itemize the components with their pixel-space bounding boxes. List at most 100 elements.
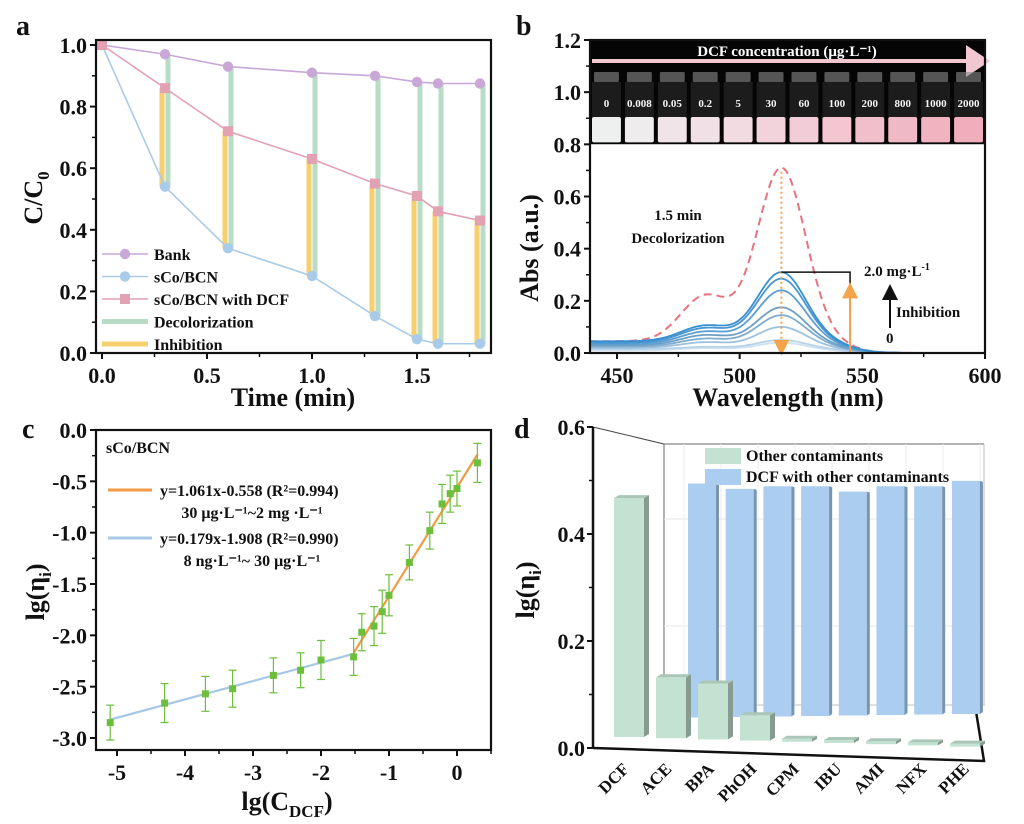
fit-range: 8 ng·L⁻¹~ 30 μg·L⁻¹: [184, 553, 321, 570]
spectrum-curve: [590, 325, 985, 353]
y-tick-label-b: 1.2: [554, 28, 582, 53]
category-label: DCF: [595, 759, 633, 797]
vial-liquid: [657, 117, 687, 143]
vial-liquid: [888, 117, 918, 143]
y-tick-label-b: 0.4: [554, 237, 582, 262]
x-tick-label-b: 550: [846, 363, 879, 388]
panel-b: b DCF concentration (μg·L⁻¹)0 0.008 0.05 0.…: [515, 11, 1002, 412]
data-point-c: [201, 675, 210, 712]
data-point-c: [453, 470, 461, 507]
legend-marker-a: [120, 294, 130, 304]
data-marker: [446, 490, 454, 498]
bar-other-bpa: [698, 680, 733, 740]
data-marker: [201, 690, 209, 698]
legend-c: sCo/BCN y=1.061x-0.558 (R²=0.994) 30 μg·L⁻…: [106, 440, 339, 570]
bar-front-face: [698, 683, 728, 740]
y-tick-label-c: -1.5: [52, 572, 87, 597]
bar-top-face: [740, 712, 775, 716]
vial-glass: [723, 82, 753, 117]
data-point-c: [385, 574, 393, 617]
bar-side-face: [938, 739, 943, 746]
panel-c: c -5 -4 -3 -2 -1 0 0.0 -0.5 -1.0 -1.5 -2.0 -2.5 -3.0…: [21, 414, 493, 821]
y-tick-label-c: -0.5: [52, 469, 87, 494]
vial-cap: [890, 72, 916, 82]
bar-front-face: [782, 738, 812, 742]
vial-liquid: [723, 117, 753, 143]
vial: 800: [888, 72, 918, 143]
y-tick-label-b: 0.2: [554, 289, 582, 314]
panel-letter-b: b: [516, 11, 532, 42]
bar-side: [942, 486, 946, 715]
vial-glass: [921, 82, 951, 117]
data-marker: [317, 656, 325, 664]
bar-side-face: [770, 712, 775, 741]
series-line-bank: [101, 44, 480, 85]
data-point-sco-bcn: [474, 338, 486, 349]
y-tick-label-d: 0.2: [558, 629, 586, 654]
data-point-sco-bcn: [411, 333, 423, 345]
x-tick-label-a: 1.5: [403, 363, 431, 388]
y-tick-label-a: 0.2: [60, 279, 88, 304]
vial-photo-strip: DCF concentration (μg·L⁻¹) 0 0.008 0.05 0.2 5…: [590, 40, 990, 353]
data-point-bank: [159, 49, 171, 60]
bar-dcf-with-ibu: [838, 491, 867, 716]
spectrum-curve: [590, 314, 985, 353]
data-point-c: [473, 442, 482, 483]
legend-marker-a: [119, 271, 131, 282]
y-tick-label-c: 0.0: [60, 418, 88, 443]
bar-side: [904, 486, 908, 715]
panel-letter-a: a: [16, 11, 30, 42]
x-axis-title-a: Time (min): [231, 383, 355, 412]
y-tick-label-b: 1.0: [554, 80, 582, 105]
bar-side: [753, 488, 757, 717]
y-tick-label-a: 1.0: [60, 33, 88, 58]
annotation-bottom-concentration: 0: [886, 331, 894, 347]
x-tick-label-c: -3: [244, 760, 262, 785]
data-point-bank: [306, 67, 318, 78]
x-tick-label-a: 0.5: [193, 363, 221, 388]
data-point-bank: [369, 70, 381, 82]
y-tick-label-a: 0.4: [60, 218, 88, 243]
spectrum-curve: [590, 271, 985, 353]
vial-glass: [624, 82, 654, 117]
x-axis-title-c: lg(CDCF): [241, 787, 332, 821]
vial-liquid: [855, 117, 885, 143]
reference-spectrum: [590, 166, 985, 353]
vial: 200: [855, 72, 885, 143]
bar-top-face: [656, 674, 691, 678]
legend-item-a: Decolorization: [102, 315, 254, 332]
data-point-c: [438, 483, 447, 525]
category-label: AMI: [850, 759, 888, 797]
y-axis-title-b: Abs (a.u.): [515, 194, 544, 302]
x-tick-label-b: 450: [601, 363, 634, 388]
vial-label: 100: [829, 98, 846, 110]
bar-top-face: [698, 680, 733, 684]
data-marker: [358, 628, 366, 636]
annotation-top-concentration: 2.0 mg·L-1: [864, 262, 930, 280]
x-tick-label-a: 1.0: [298, 363, 326, 388]
data-point-c: [317, 639, 325, 681]
data-point-bank: [432, 78, 444, 89]
vial-cap: [725, 72, 751, 82]
vial: 0.2: [690, 72, 720, 143]
data-point-c: [106, 704, 115, 741]
x-axis-title-b: Wavelength (nm): [692, 383, 883, 412]
vial-label: 0: [604, 98, 610, 110]
legend-swatch-d: [705, 469, 741, 485]
vial-cap: [857, 72, 883, 82]
legend-label-d: DCF with other contaminants: [746, 469, 949, 486]
y-axis-title-c: lg(ηi): [21, 563, 55, 620]
spectrum-curve: [590, 306, 985, 353]
category-label: IBU: [811, 759, 846, 794]
data-point-sco-bcn-with-dcf: [412, 190, 422, 201]
y-tick-label-b: 0.6: [554, 185, 582, 210]
fit-range: 30 μg·L⁻¹~2 mg ·L⁻¹: [181, 505, 322, 522]
bar-side-face: [980, 740, 985, 747]
legend-item-a: Inhibition: [102, 337, 223, 354]
y-tick-label-c: -3.0: [52, 726, 87, 751]
vial-label: 0.008: [627, 98, 652, 110]
vial-glass: [954, 82, 983, 117]
vial-cap: [923, 72, 949, 82]
vial: 30: [756, 72, 786, 143]
